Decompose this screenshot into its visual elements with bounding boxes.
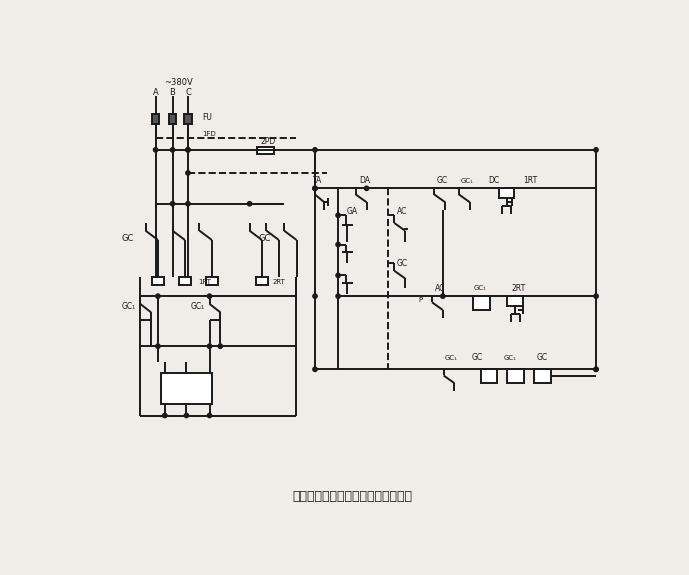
Circle shape bbox=[184, 413, 189, 417]
Circle shape bbox=[313, 294, 317, 298]
Text: GC₁: GC₁ bbox=[460, 178, 473, 183]
Text: GC₁: GC₁ bbox=[191, 302, 205, 310]
Text: GC₁: GC₁ bbox=[121, 302, 136, 310]
Text: B: B bbox=[169, 87, 176, 97]
Circle shape bbox=[186, 148, 190, 152]
Text: DC: DC bbox=[488, 176, 500, 185]
Text: GC: GC bbox=[537, 353, 548, 362]
Bar bbox=[169, 114, 176, 124]
Text: 1RT: 1RT bbox=[524, 176, 537, 185]
Circle shape bbox=[594, 294, 598, 298]
Circle shape bbox=[186, 202, 190, 206]
Bar bbox=[473, 296, 490, 310]
Text: 1FD: 1FD bbox=[202, 131, 216, 137]
Text: FU: FU bbox=[202, 113, 212, 122]
Circle shape bbox=[594, 367, 598, 371]
Bar bbox=[480, 369, 497, 383]
Text: GC: GC bbox=[471, 353, 482, 362]
Circle shape bbox=[156, 344, 160, 348]
Circle shape bbox=[336, 273, 340, 278]
Text: GC₁: GC₁ bbox=[445, 355, 457, 361]
Circle shape bbox=[207, 413, 212, 417]
Bar bbox=[161, 373, 212, 404]
Circle shape bbox=[170, 202, 175, 206]
Text: P: P bbox=[418, 297, 422, 303]
Circle shape bbox=[163, 413, 167, 417]
Circle shape bbox=[186, 171, 190, 175]
Text: 2RT: 2RT bbox=[273, 278, 285, 285]
Circle shape bbox=[218, 344, 223, 348]
Circle shape bbox=[156, 294, 160, 298]
Text: AC: AC bbox=[435, 284, 446, 293]
Circle shape bbox=[313, 186, 317, 190]
Circle shape bbox=[154, 148, 158, 152]
Circle shape bbox=[364, 186, 369, 190]
Bar bbox=[499, 189, 515, 198]
Text: GC₁: GC₁ bbox=[474, 285, 487, 292]
Circle shape bbox=[336, 243, 340, 247]
Bar bbox=[256, 277, 268, 285]
Text: ~380V: ~380V bbox=[165, 78, 193, 87]
Circle shape bbox=[186, 148, 190, 152]
Text: GA: GA bbox=[347, 207, 358, 216]
Text: 1RT: 1RT bbox=[198, 278, 211, 285]
Text: TA: TA bbox=[313, 176, 322, 185]
Bar bbox=[152, 114, 159, 124]
Bar bbox=[152, 277, 164, 285]
Circle shape bbox=[441, 294, 445, 298]
Bar bbox=[257, 147, 274, 154]
Bar bbox=[178, 277, 191, 285]
Circle shape bbox=[207, 294, 212, 298]
Text: GC: GC bbox=[122, 234, 134, 243]
Bar bbox=[535, 369, 551, 383]
Text: GC: GC bbox=[437, 176, 448, 185]
Circle shape bbox=[336, 294, 340, 298]
Circle shape bbox=[207, 344, 212, 348]
Bar bbox=[508, 296, 523, 306]
Circle shape bbox=[313, 186, 317, 190]
Text: GC: GC bbox=[259, 234, 271, 243]
Text: AC: AC bbox=[397, 207, 407, 216]
Circle shape bbox=[313, 148, 317, 152]
Text: A: A bbox=[153, 87, 158, 97]
Text: 2RT: 2RT bbox=[512, 284, 526, 293]
Text: C: C bbox=[185, 87, 191, 97]
Text: 双速电动机用三个接触器的变速控制: 双速电动机用三个接触器的变速控制 bbox=[293, 490, 413, 503]
Text: 2PD: 2PD bbox=[260, 137, 276, 146]
Circle shape bbox=[313, 367, 317, 371]
Circle shape bbox=[170, 148, 175, 152]
Text: GC: GC bbox=[396, 259, 408, 267]
Circle shape bbox=[247, 202, 251, 206]
Bar bbox=[205, 277, 218, 285]
Text: DA: DA bbox=[360, 176, 371, 185]
Bar bbox=[508, 369, 524, 383]
Bar bbox=[184, 114, 192, 124]
Circle shape bbox=[336, 213, 340, 217]
Circle shape bbox=[594, 367, 598, 371]
Text: GC₁: GC₁ bbox=[504, 355, 516, 361]
Circle shape bbox=[594, 148, 598, 152]
